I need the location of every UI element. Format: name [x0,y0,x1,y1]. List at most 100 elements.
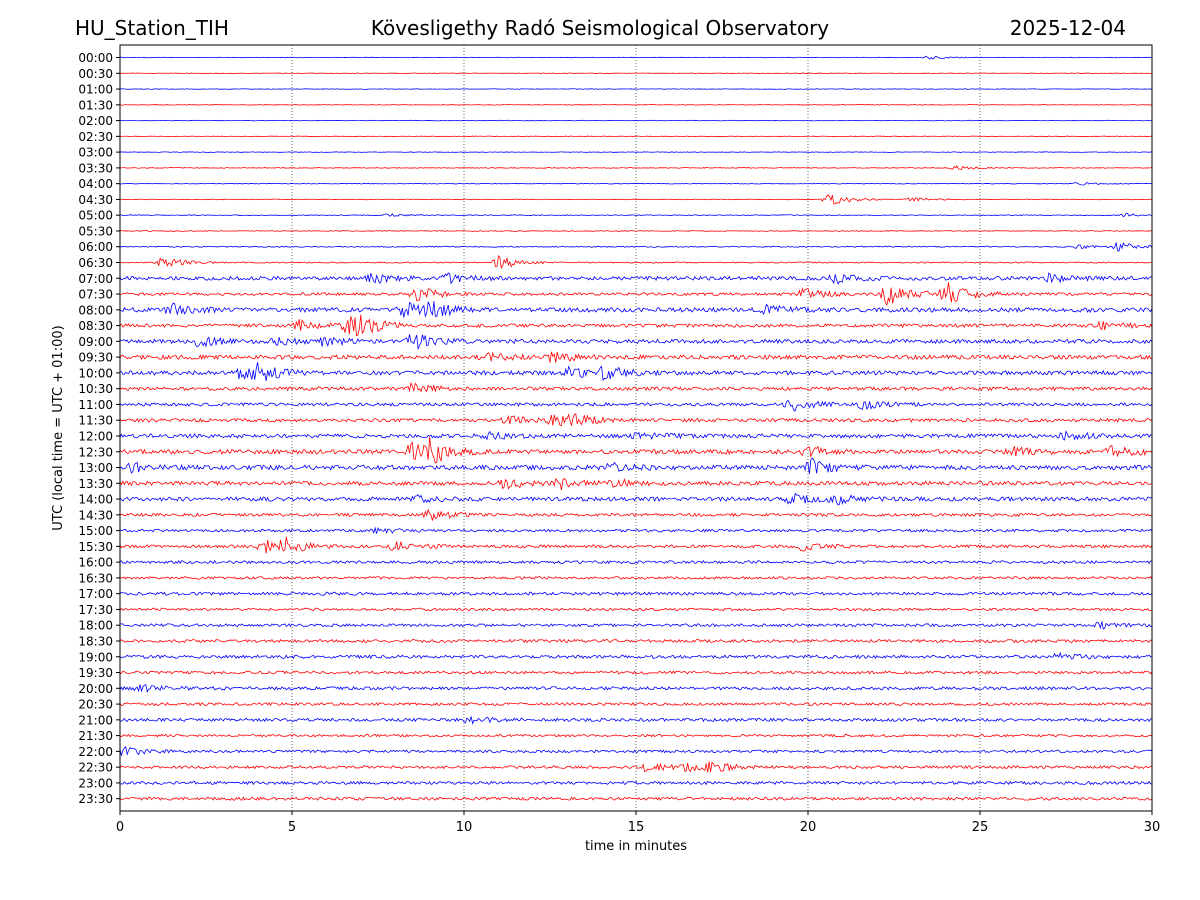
trace-0100 [119,88,1153,90]
x-tick-label-10: 10 [456,820,473,835]
trace-2000 [119,684,1153,693]
date-label: 2025-12-04 [1010,16,1126,40]
trace-0500 [119,212,1153,218]
y-tick-label-1700: 17:00 [78,587,113,601]
trace-0800 [119,300,1153,318]
y-tick-label-0500: 05:00 [78,209,113,223]
trace-1100 [119,399,1153,412]
y-tick-label-0600: 06:00 [78,240,113,254]
y-tick-label-0400: 04:00 [78,177,113,191]
x-tick-label-5: 5 [288,820,296,835]
y-tick-label-0330: 03:30 [78,161,113,175]
trace-0900 [119,334,1153,350]
trace-0700 [119,272,1153,285]
trace-1830 [119,638,1153,644]
trace-1900 [119,651,1153,660]
x-tick-label-20: 20 [800,820,817,835]
y-tick-label-0200: 02:00 [78,114,113,128]
trace-1030 [119,381,1153,393]
y-tick-label-0830: 08:30 [78,319,113,333]
y-tick-label-1930: 19:30 [78,666,113,680]
trace-1530 [119,536,1153,554]
y-tick-label-1630: 16:30 [78,571,113,585]
x-tick-label-0: 0 [116,820,124,835]
y-tick-label-2130: 21:30 [78,729,113,743]
y-tick-label-1330: 13:30 [78,477,113,491]
trace-2130 [119,733,1153,738]
trace-1000 [119,362,1153,382]
y-tick-label-2230: 22:30 [78,761,113,775]
trace-0600 [119,242,1153,252]
trace-1200 [119,430,1153,441]
grid-lines [291,45,981,811]
y-tick-label-0730: 07:30 [78,288,113,302]
trace-2200 [119,746,1153,756]
trace-1930 [119,670,1153,675]
y-tick-label-1530: 15:30 [78,540,113,554]
trace-0730 [119,282,1153,306]
y-tick-label-1400: 14:00 [78,493,113,507]
trace-0430 [119,194,1153,205]
y-axis-label: UTC (local time = UTC + 01:00) [51,325,66,530]
y-tick-label-1130: 11:30 [78,414,113,428]
y-tick-label-0930: 09:30 [78,351,113,365]
trace-2230 [119,761,1153,773]
trace-1130 [119,413,1153,426]
trace-2330 [119,796,1153,802]
x-axis-ticks: 0 5 10 15 20 25 30 [116,811,1160,835]
trace-1730 [119,607,1153,612]
trace-0400 [119,182,1153,186]
y-tick-label-1600: 16:00 [78,556,113,570]
y-tick-label-1000: 10:00 [78,366,113,380]
trace-2300 [119,780,1153,786]
trace-1430 [119,508,1153,521]
y-tick-label-0900: 09:00 [78,335,113,349]
trace-1230 [119,436,1153,464]
y-tick-label-0130: 01:30 [78,98,113,112]
trace-layer [119,55,1153,802]
trace-0930 [119,351,1153,363]
trace-0630 [119,254,1153,270]
trace-0230 [119,135,1153,138]
trace-1300 [119,457,1153,475]
trace-0330 [119,165,1153,170]
y-tick-label-2030: 20:30 [78,698,113,712]
y-tick-label-1100: 11:00 [78,398,113,412]
trace-1800 [119,621,1152,630]
y-tick-label-0430: 04:30 [78,193,113,207]
station-label: HU_Station_TIH [75,16,229,40]
trace-1400 [119,492,1153,506]
trace-0030 [119,72,1153,74]
trace-1330 [119,477,1153,491]
y-tick-label-0700: 07:00 [78,272,113,286]
trace-0530 [119,230,1153,232]
trace-1630 [119,575,1153,580]
y-tick-label-1200: 12:00 [78,429,113,443]
y-tick-label-2100: 21:00 [78,713,113,727]
trace-1500 [119,526,1153,534]
trace-0300 [119,151,1153,153]
trace-0200 [119,119,1153,122]
x-tick-label-15: 15 [628,820,645,835]
y-tick-label-1430: 14:30 [78,508,113,522]
trace-0000 [120,55,1153,60]
trace-2100 [119,716,1153,725]
trace-0130 [119,104,1153,106]
y-tick-label-1800: 18:00 [78,619,113,633]
y-tick-label-2330: 23:30 [78,792,113,806]
y-tick-label-1830: 18:30 [78,634,113,648]
y-tick-label-0800: 08:00 [78,303,113,317]
y-tick-label-0230: 02:30 [78,130,113,144]
y-tick-label-0030: 00:30 [78,67,113,81]
y-tick-label-1900: 19:00 [78,650,113,664]
y-tick-label-0000: 00:00 [78,51,113,65]
y-tick-label-1500: 15:00 [78,524,113,538]
y-tick-label-1230: 12:30 [78,445,113,459]
chart-title: Kövesligethy Radó Seismological Observat… [371,16,829,40]
plot-frame [119,44,1153,812]
y-tick-label-0100: 01:00 [78,83,113,97]
trace-2030 [119,701,1153,707]
y-tick-label-2000: 20:00 [78,682,113,696]
x-tick-label-25: 25 [972,820,989,835]
